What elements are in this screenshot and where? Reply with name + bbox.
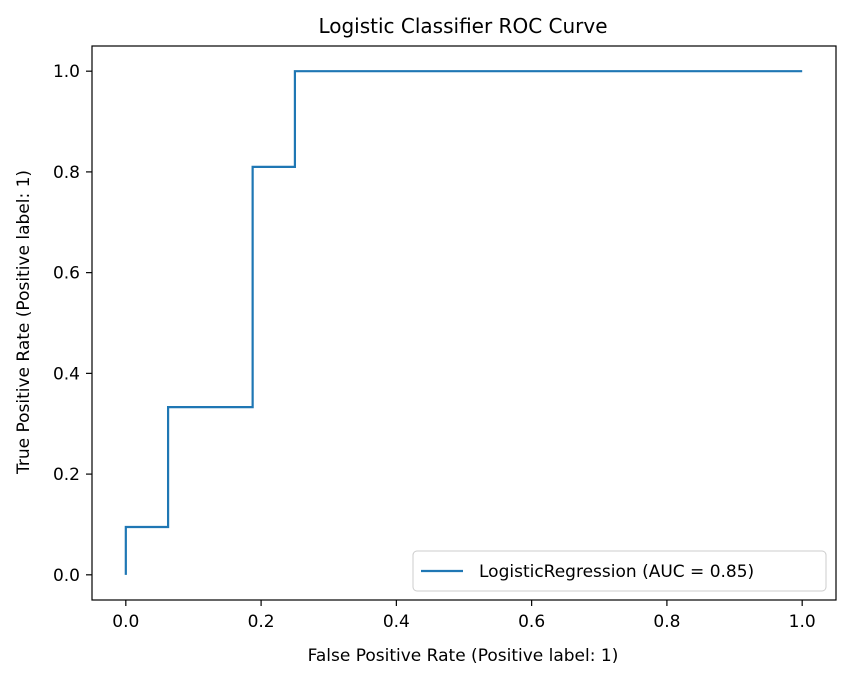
- plot-frame: [91, 45, 837, 601]
- x-tick-label: 0.6: [518, 612, 545, 632]
- x-tick-label: 0.4: [383, 612, 410, 632]
- x-tick-label: 0.0: [112, 612, 139, 632]
- x-axis-label: False Positive Rate (Positive label: 1): [308, 646, 619, 666]
- y-tick-label: 0.2: [53, 465, 80, 485]
- plot-area: [91, 45, 837, 601]
- y-axis: 0.0 0.2 0.4 0.6 0.8 1.0: [53, 62, 92, 586]
- y-tick-label: 0.4: [53, 364, 80, 384]
- y-tick-label: 0.0: [53, 566, 80, 586]
- x-tick-label: 1.0: [789, 612, 816, 632]
- x-axis: 0.0 0.2 0.4 0.6 0.8 1.0: [112, 600, 816, 632]
- y-tick-label: 1.0: [53, 62, 80, 82]
- x-tick-label: 0.8: [653, 612, 680, 632]
- x-tick-label: 0.2: [248, 612, 275, 632]
- y-axis-label: True Positive Rate (Positive label: 1): [14, 170, 34, 475]
- legend: LogisticRegression (AUC = 0.85): [412, 550, 827, 592]
- roc-series-line-0: [124, 70, 803, 575]
- y-tick-label: 0.6: [53, 264, 80, 284]
- legend-label-0: LogisticRegression (AUC = 0.85): [479, 562, 754, 582]
- chart-title: Logistic Classifier ROC Curve: [318, 14, 607, 38]
- y-tick-label: 0.8: [53, 163, 80, 183]
- legend-box: [412, 550, 827, 592]
